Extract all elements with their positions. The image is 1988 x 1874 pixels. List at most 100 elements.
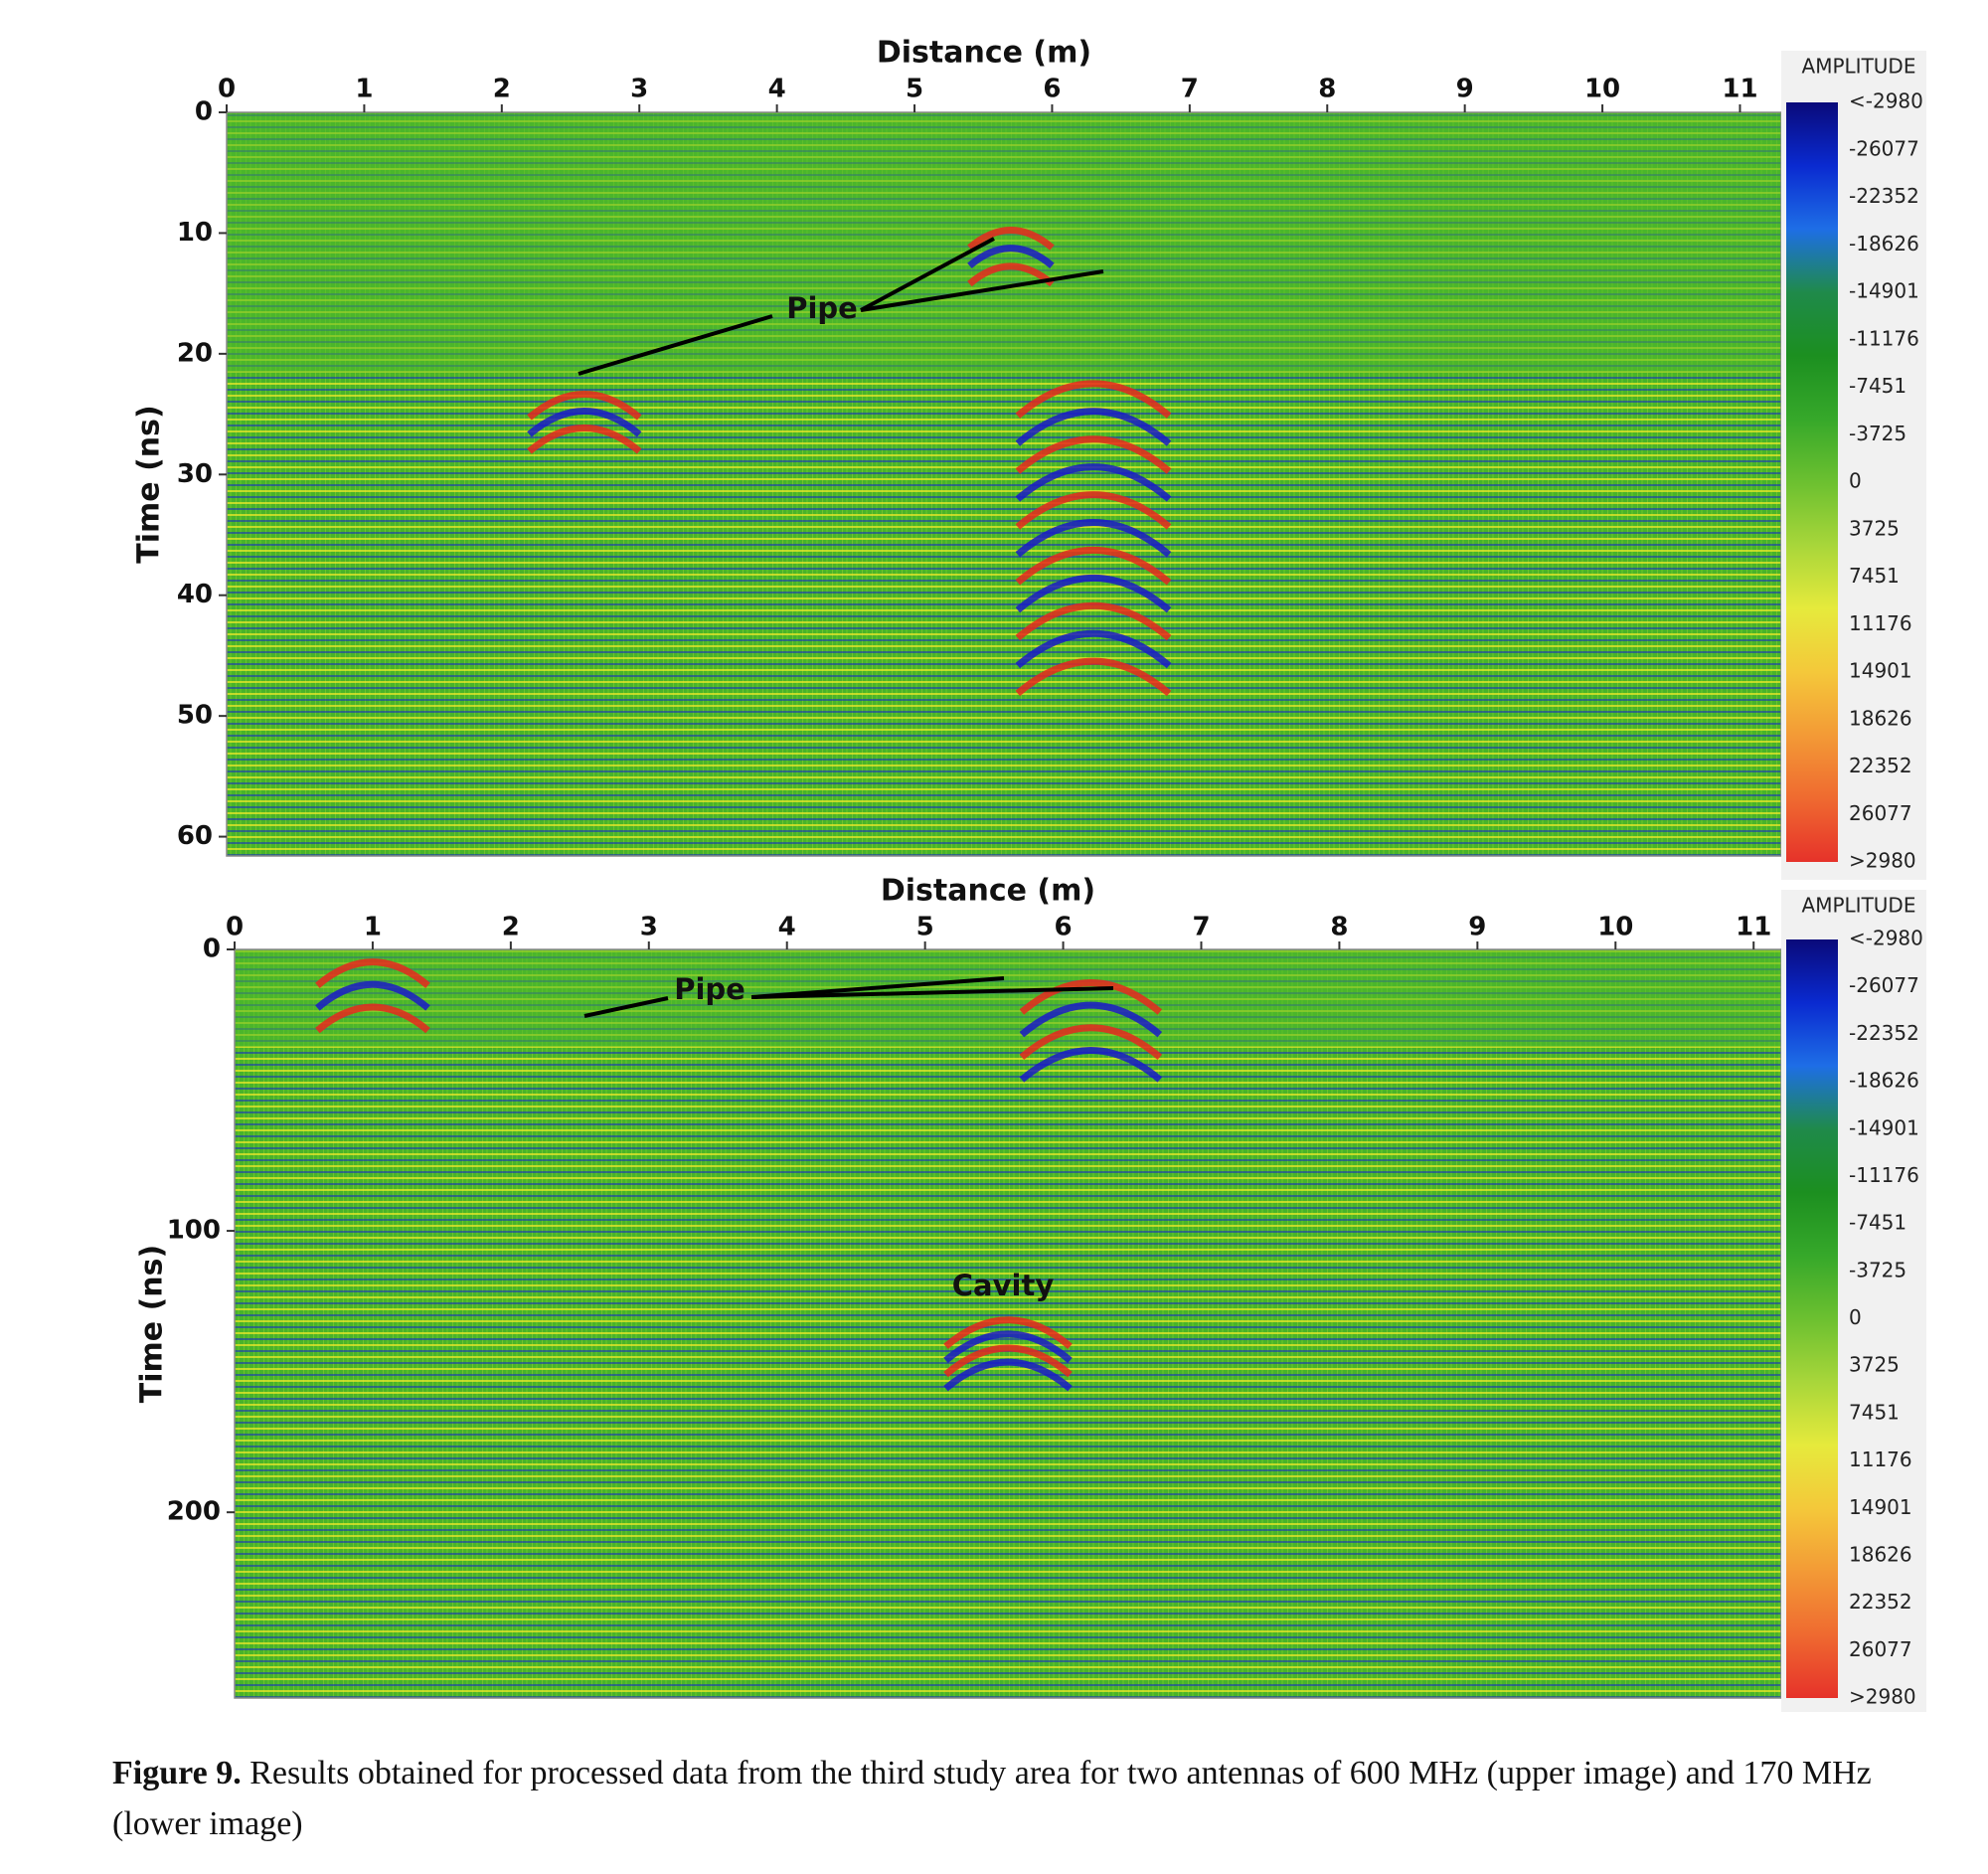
x-tick-label: 5 xyxy=(906,75,923,104)
hyperbola xyxy=(1019,1001,1163,1038)
hyperbola xyxy=(315,1003,430,1034)
caption: Figure 9. Results obtained for processed… xyxy=(112,1748,1931,1849)
colorbar-label: -3725 xyxy=(1849,1258,1906,1281)
colorbar-label: 0 xyxy=(1849,469,1862,493)
x-tick-label: 4 xyxy=(778,913,796,942)
hyperbola xyxy=(1015,546,1172,586)
x-tick-label: 3 xyxy=(630,75,648,104)
axis-title: Distance (m) xyxy=(877,36,1091,71)
colorbar-label: 0 xyxy=(1849,1305,1862,1329)
x-tick-label: 3 xyxy=(640,913,658,942)
hyperbola xyxy=(315,958,430,988)
radargram-image xyxy=(235,949,1781,1698)
x-tick-label: 0 xyxy=(226,913,244,942)
surface-band xyxy=(227,112,1781,373)
colorbar-title: AMPLITUDE xyxy=(1802,55,1916,79)
y-tick-label: 100 xyxy=(167,1216,221,1246)
x-tick-label: 4 xyxy=(768,75,786,104)
y-tick-label: 10 xyxy=(177,218,213,248)
annotation: Pipe xyxy=(786,291,858,325)
hyperbola xyxy=(943,1330,1073,1364)
x-tick-label: 7 xyxy=(1192,913,1210,942)
colorbar-label: -11176 xyxy=(1849,326,1919,350)
y-axis-label: Time (ns) xyxy=(135,1245,170,1403)
annotation-line xyxy=(860,269,1104,312)
hyperbola xyxy=(1015,574,1172,613)
hyperbola xyxy=(943,1344,1073,1378)
hyperbola xyxy=(1015,463,1172,502)
x-tick-label: 8 xyxy=(1330,913,1348,942)
x-tick-label: 5 xyxy=(916,913,934,942)
colorbar-label: 18626 xyxy=(1849,706,1912,730)
x-tick-label: 10 xyxy=(1597,913,1633,942)
colorbar-label: 11176 xyxy=(1849,611,1912,635)
colorbar-label: -14901 xyxy=(1849,1115,1919,1139)
annotation-line xyxy=(860,237,995,312)
colorbar xyxy=(1786,939,1838,1698)
annotation: Cavity xyxy=(952,1269,1055,1302)
hyperbola xyxy=(1015,629,1172,669)
hyperbola xyxy=(943,1358,1073,1392)
colorbar-label: >2980 xyxy=(1849,849,1916,873)
hyperbola xyxy=(1015,519,1172,558)
y-tick-label: 30 xyxy=(177,459,213,489)
x-tick-label: 2 xyxy=(502,913,520,942)
colorbar-label: <-2980 xyxy=(1849,927,1923,950)
x-tick-label: 6 xyxy=(1043,75,1061,104)
colorbar-label: <-2980 xyxy=(1849,89,1923,113)
colorbar-label: 14901 xyxy=(1849,659,1912,683)
colorbar-label: 22352 xyxy=(1849,754,1912,777)
reflections xyxy=(227,112,1781,697)
x-tick-label: 11 xyxy=(1722,75,1757,104)
hyperbola xyxy=(527,424,642,454)
colorbar-label: -18626 xyxy=(1849,232,1919,256)
y-tick-label: 0 xyxy=(203,935,221,964)
y-tick-label: 40 xyxy=(177,580,213,609)
x-tick-label: 11 xyxy=(1736,913,1771,942)
colorbar-label: 3725 xyxy=(1849,516,1900,540)
caption-text: Results obtained for processed data from… xyxy=(112,1755,1872,1842)
x-tick-label: 10 xyxy=(1584,75,1620,104)
hyperbola xyxy=(1019,1047,1163,1083)
colorbar-label: -22352 xyxy=(1849,1021,1919,1045)
hyperbola xyxy=(1015,380,1172,419)
x-tick-label: 1 xyxy=(355,75,373,104)
colorbar-label: -26077 xyxy=(1849,973,1919,997)
hyperbola xyxy=(527,390,642,421)
y-tick-label: 50 xyxy=(177,701,213,731)
colorbar-label: -7451 xyxy=(1849,374,1906,398)
hyperbola xyxy=(967,262,1055,287)
colorbar-label: -26077 xyxy=(1849,136,1919,160)
reflections xyxy=(235,949,1781,1392)
colorbar-label: 18626 xyxy=(1849,1542,1912,1566)
y-tick-label: 60 xyxy=(177,821,213,851)
x-tick-label: 0 xyxy=(218,75,236,104)
colorbar-label: 3725 xyxy=(1849,1353,1900,1377)
annotation-line xyxy=(583,996,669,1018)
figure: Distance (m)Time (ns)0 1 2 3 4 5 6 7 8 9 10 1101020… xyxy=(132,36,1926,1712)
colorbar-label: -18626 xyxy=(1849,1069,1919,1093)
colorbar-label: 26077 xyxy=(1849,801,1912,825)
hyperbola xyxy=(1015,408,1172,446)
colorbar-label: 7451 xyxy=(1849,1400,1900,1424)
y-tick-label: 200 xyxy=(167,1497,221,1527)
colorbar xyxy=(1786,102,1838,862)
x-tick-label: 6 xyxy=(1055,913,1073,942)
annotation-line xyxy=(750,976,1005,999)
y-tick-label: 20 xyxy=(177,338,213,368)
hyperbola xyxy=(943,1316,1073,1349)
hyperbola xyxy=(1015,657,1172,697)
axis-title: Distance (m) xyxy=(881,874,1095,909)
plot-frame xyxy=(234,948,1782,1699)
annotation-line xyxy=(750,986,1114,999)
hyperbola xyxy=(1015,491,1172,530)
y-axis-label: Time (ns) xyxy=(132,405,167,563)
hyperbola xyxy=(1015,601,1172,641)
colorbar-label: 22352 xyxy=(1849,1590,1912,1614)
colorbar-title: AMPLITUDE xyxy=(1802,894,1916,918)
hyperbola xyxy=(967,245,1055,269)
x-tick-label: 8 xyxy=(1318,75,1336,104)
x-tick-label: 1 xyxy=(364,913,382,942)
colorbar-label: 26077 xyxy=(1849,1637,1912,1661)
x-tick-label: 7 xyxy=(1181,75,1199,104)
